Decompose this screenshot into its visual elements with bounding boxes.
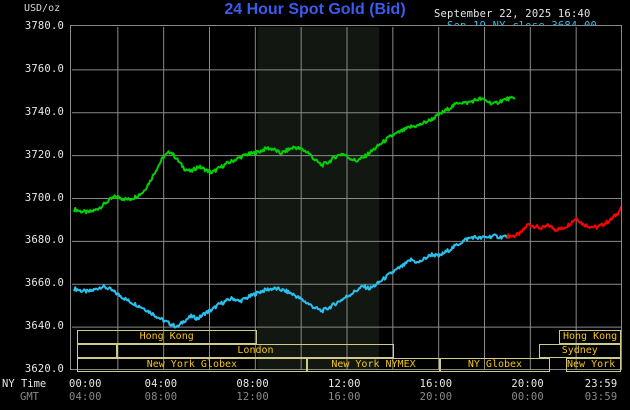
x-axis-tick-label-gmt: 00:00 [511,391,544,403]
session-bar-label: NY Globex [467,359,523,370]
session-bar-new-york-nymex: New York NYMEX [307,358,440,372]
y-axis-tick-label: 3760.0 [24,62,64,75]
legend-datetime: September 22, 2025 16:40 [434,8,591,20]
x-axis-tick-label-gmt: 03:59 [584,391,618,403]
session-bar-london: London [116,344,395,358]
gmt-caption: GMT [20,391,39,403]
session-bar-label: Sydney [561,345,598,356]
y-axis-tick-label: 3780.0 [24,20,64,32]
session-bar-label: Hong Kong [562,331,618,342]
y-axis-tick-label: 3660.0 [24,277,64,290]
session-bar-ny-globex: NY Globex [439,358,550,372]
x-axis-tick-label-ny: 04:00 [144,378,178,390]
session-bar-hong-kong: Hong Kong [559,330,621,344]
series-line [73,233,509,329]
session-bar-label: New York NYMEX [331,359,416,370]
x-axis-tick-label-gmt: 20:00 [419,391,453,403]
session-bar-sydney: Sydney [538,344,621,358]
chart-svg [72,27,621,369]
y-axis-tick-label: 3640.0 [24,320,64,333]
y-axis-unit-label: USD/oz [24,3,61,14]
x-axis-tick-label-gmt: 08:00 [144,391,178,403]
y-axis-tick-label: 3620.0 [24,363,64,375]
page-title: 24 Hour Spot Gold (Bid) [224,1,406,18]
x-axis-tick-label-gmt: 12:00 [236,391,269,403]
x-axis-tick-label-ny: 23:59 [584,378,618,390]
y-axis-tick-label: 3680.0 [24,234,64,247]
y-axis-tick-label: 3720.0 [24,148,64,161]
x-axis-tick-label-ny: 00:00 [69,378,102,390]
x-axis-tick-label-ny: 12:00 [328,378,361,390]
ny-time-caption: NY Time [2,378,47,390]
x-axis-tick-label-ny: 20:00 [511,378,544,390]
session-bar-new-york-globex: New York Globex [566,358,621,372]
x-axis-tick-label-ny: 16:00 [419,378,453,390]
x-axis-tick-label-gmt: 16:00 [328,391,361,403]
x-axis-tick-label-gmt: 04:00 [69,391,102,403]
x-axis-tick-label-ny: 08:00 [236,378,269,390]
session-bar-hong-kong: Hong Kong [76,330,257,344]
session-bar-label: London [237,345,274,356]
y-axis-tick-label: 3740.0 [24,105,64,118]
y-axis-tick-label: 3700.0 [24,191,64,204]
series-line [73,95,516,215]
series-line [506,206,621,239]
session-bar [76,344,117,358]
session-bar-label: New York Globex [567,359,620,370]
session-bar-label: Hong Kong [139,331,194,342]
session-bar-label: New York Globex [146,359,238,370]
session-bar-new-york-globex: New York Globex [76,358,308,372]
chart-plot-area [70,25,622,370]
